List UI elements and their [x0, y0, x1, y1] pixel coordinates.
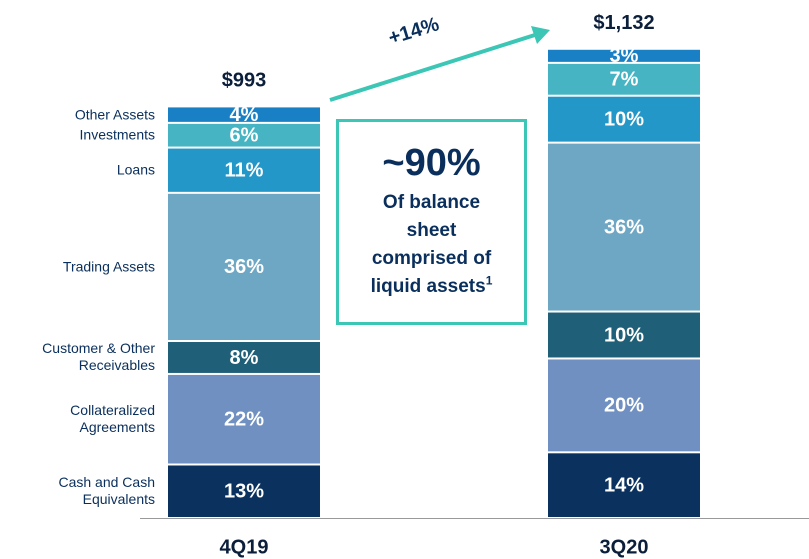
- footnote-mark: 1: [485, 273, 493, 288]
- bar-segment: [548, 49, 700, 62]
- headline: ~90%: [382, 142, 481, 184]
- segment-label: 3%: [610, 45, 639, 67]
- series-label: Collateralized Agreements: [70, 402, 155, 436]
- x-tick-label: 3Q20: [600, 536, 649, 558]
- segment-label: 6%: [230, 124, 259, 146]
- segment-label: 20%: [604, 395, 644, 417]
- segment-label: 36%: [224, 256, 264, 278]
- segment-label: 7%: [610, 69, 639, 91]
- growth-label: +14%: [386, 13, 442, 49]
- bar-segment: [548, 63, 700, 95]
- bar-segment: [548, 143, 700, 311]
- segment-label: 10%: [604, 108, 644, 130]
- bar-segment: [168, 342, 320, 373]
- segment-label: 4%: [230, 104, 259, 126]
- total-label: $993: [222, 70, 267, 92]
- bar-segment: [168, 148, 320, 192]
- bar-segment: [168, 465, 320, 517]
- segment-label: 11%: [225, 159, 264, 181]
- growth-arrow: [329, 32, 539, 102]
- segment-label: 14%: [604, 474, 644, 496]
- segment-label: 36%: [604, 216, 644, 238]
- arrow-head: [531, 26, 550, 44]
- bar-segment: [168, 193, 320, 341]
- bar-segment: [168, 374, 320, 464]
- segment-label: 10%: [604, 324, 644, 346]
- bar-segment: [168, 107, 320, 122]
- segment-label: 22%: [224, 408, 264, 430]
- segment-label: 13%: [224, 481, 264, 503]
- series-label: Investments: [79, 126, 155, 143]
- series-label: Trading Assets: [62, 258, 155, 275]
- bar-segment: [548, 96, 700, 142]
- series-label: Other Assets: [74, 106, 155, 123]
- bar-segment: [168, 123, 320, 147]
- bar-segment: [548, 453, 700, 517]
- note-text: Of balance sheet comprised of liquid ass…: [370, 192, 492, 297]
- callout-box: ~90% Of balance sheet comprised of liqui…: [336, 119, 527, 325]
- series-label: Loans: [116, 161, 155, 178]
- total-label: $1,132: [593, 12, 654, 34]
- series-label: Cash and Cash Equivalents: [58, 474, 155, 508]
- bar-segment: [548, 359, 700, 452]
- bar-segment: [548, 312, 700, 358]
- segment-label: 8%: [230, 347, 259, 369]
- x-tick-label: 4Q19: [220, 536, 269, 558]
- series-label: Customer & Other Receivables: [42, 340, 155, 374]
- callout-note: Of balance sheet comprised of liquid ass…: [362, 189, 502, 301]
